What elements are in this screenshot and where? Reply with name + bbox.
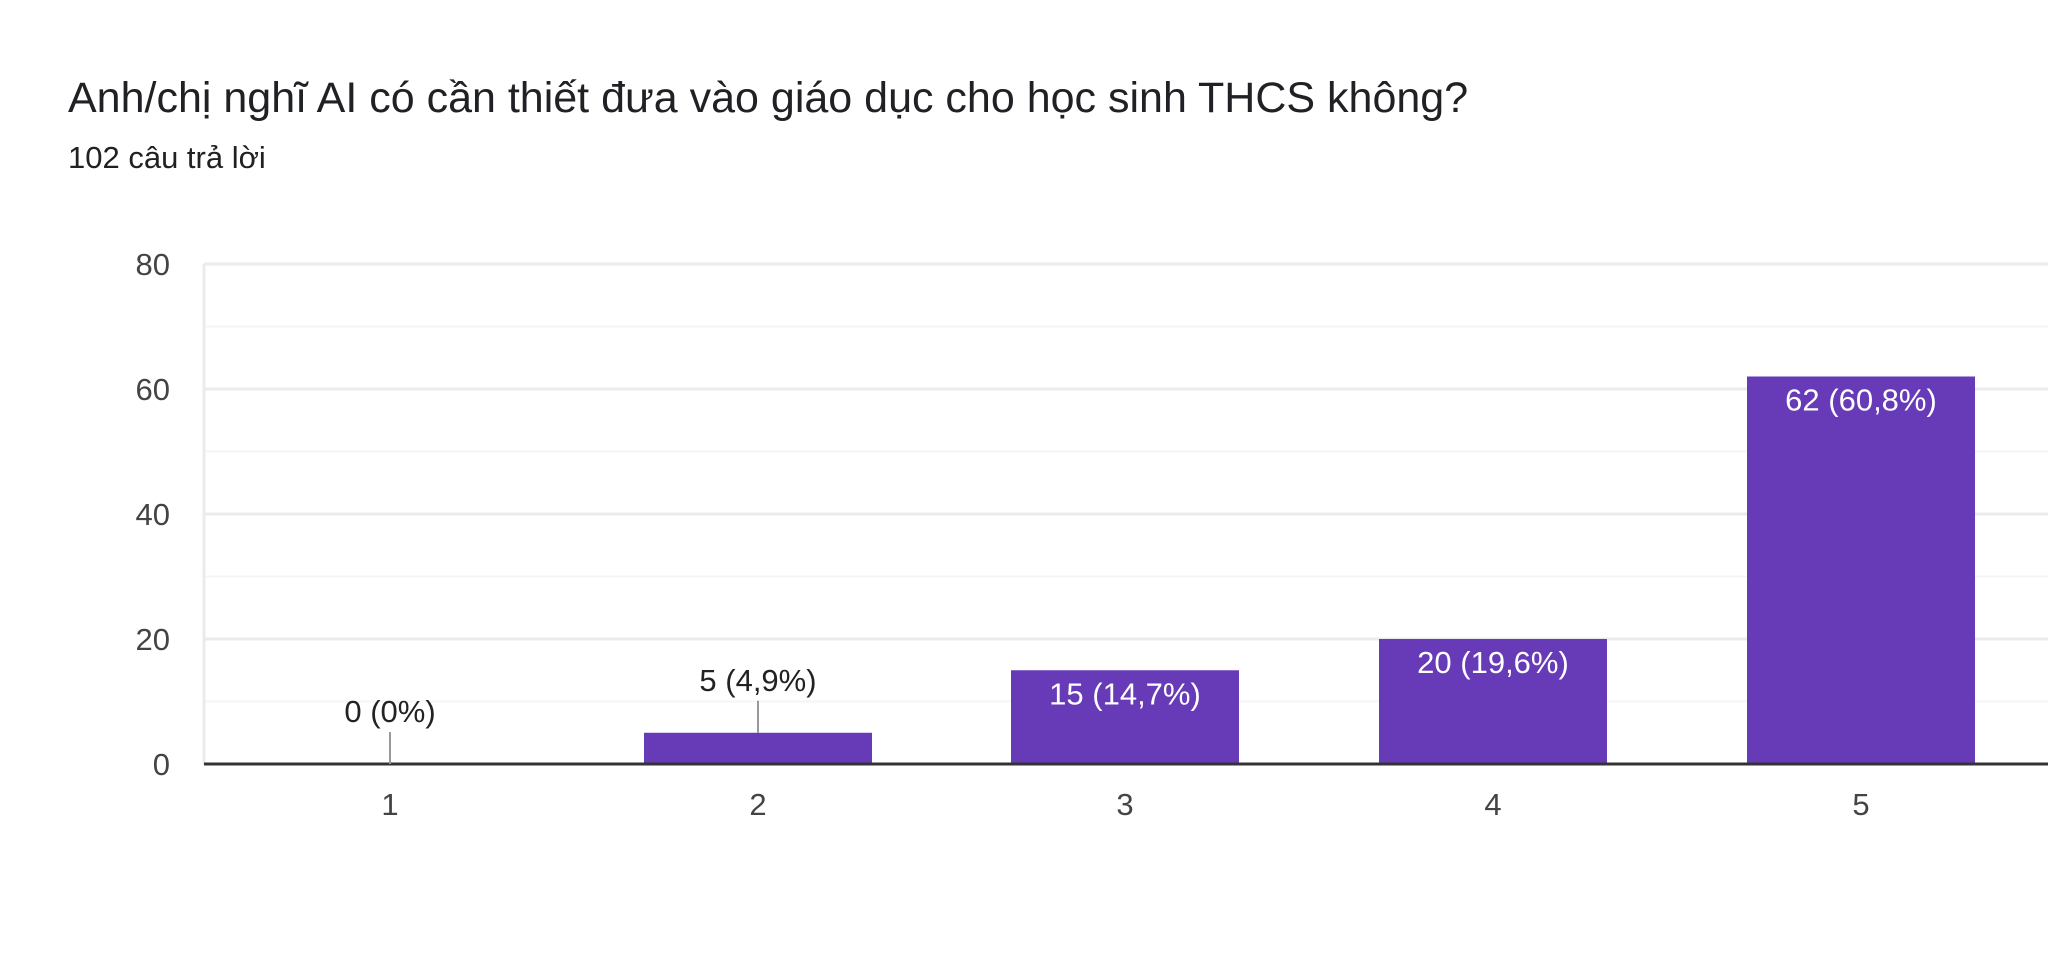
data-label: 20 (19,6%) xyxy=(1417,645,1569,680)
x-tick-label: 5 xyxy=(1852,787,1869,822)
bar-5 xyxy=(1747,376,1975,764)
y-tick-label: 60 xyxy=(136,372,170,407)
question-title: Anh/chị nghĩ AI có cần thiết đưa vào giá… xyxy=(68,74,1469,122)
data-label: 15 (14,7%) xyxy=(1049,676,1201,711)
chart-bars xyxy=(644,376,1975,764)
chart-gridlines xyxy=(202,262,2048,764)
y-tick-label: 20 xyxy=(136,622,170,657)
x-tick-label: 3 xyxy=(1116,787,1133,822)
x-tick-label: 4 xyxy=(1484,787,1501,822)
y-tick-label: 80 xyxy=(136,247,170,282)
data-label: 62 (60,8%) xyxy=(1785,383,1937,418)
y-tick-label: 0 xyxy=(153,747,170,782)
chart-data-labels: 0 (0%) 5 (4,9%) 15 (14,7%) 20 (19,6%) 62 (60… xyxy=(344,383,1937,764)
response-count: 102 câu trả lời xyxy=(68,140,266,175)
bar-2 xyxy=(644,732,872,764)
chart-axes: 0 20 40 60 80 1 2 3 4 5 xyxy=(136,247,2048,822)
y-tick-label: 40 xyxy=(136,497,170,532)
x-tick-label: 2 xyxy=(749,787,766,822)
bar-4 xyxy=(1379,639,1607,764)
x-tick-label: 1 xyxy=(381,787,398,822)
bar-3 xyxy=(1011,670,1239,764)
data-label: 0 (0%) xyxy=(344,694,435,729)
data-label: 5 (4,9%) xyxy=(699,663,816,698)
